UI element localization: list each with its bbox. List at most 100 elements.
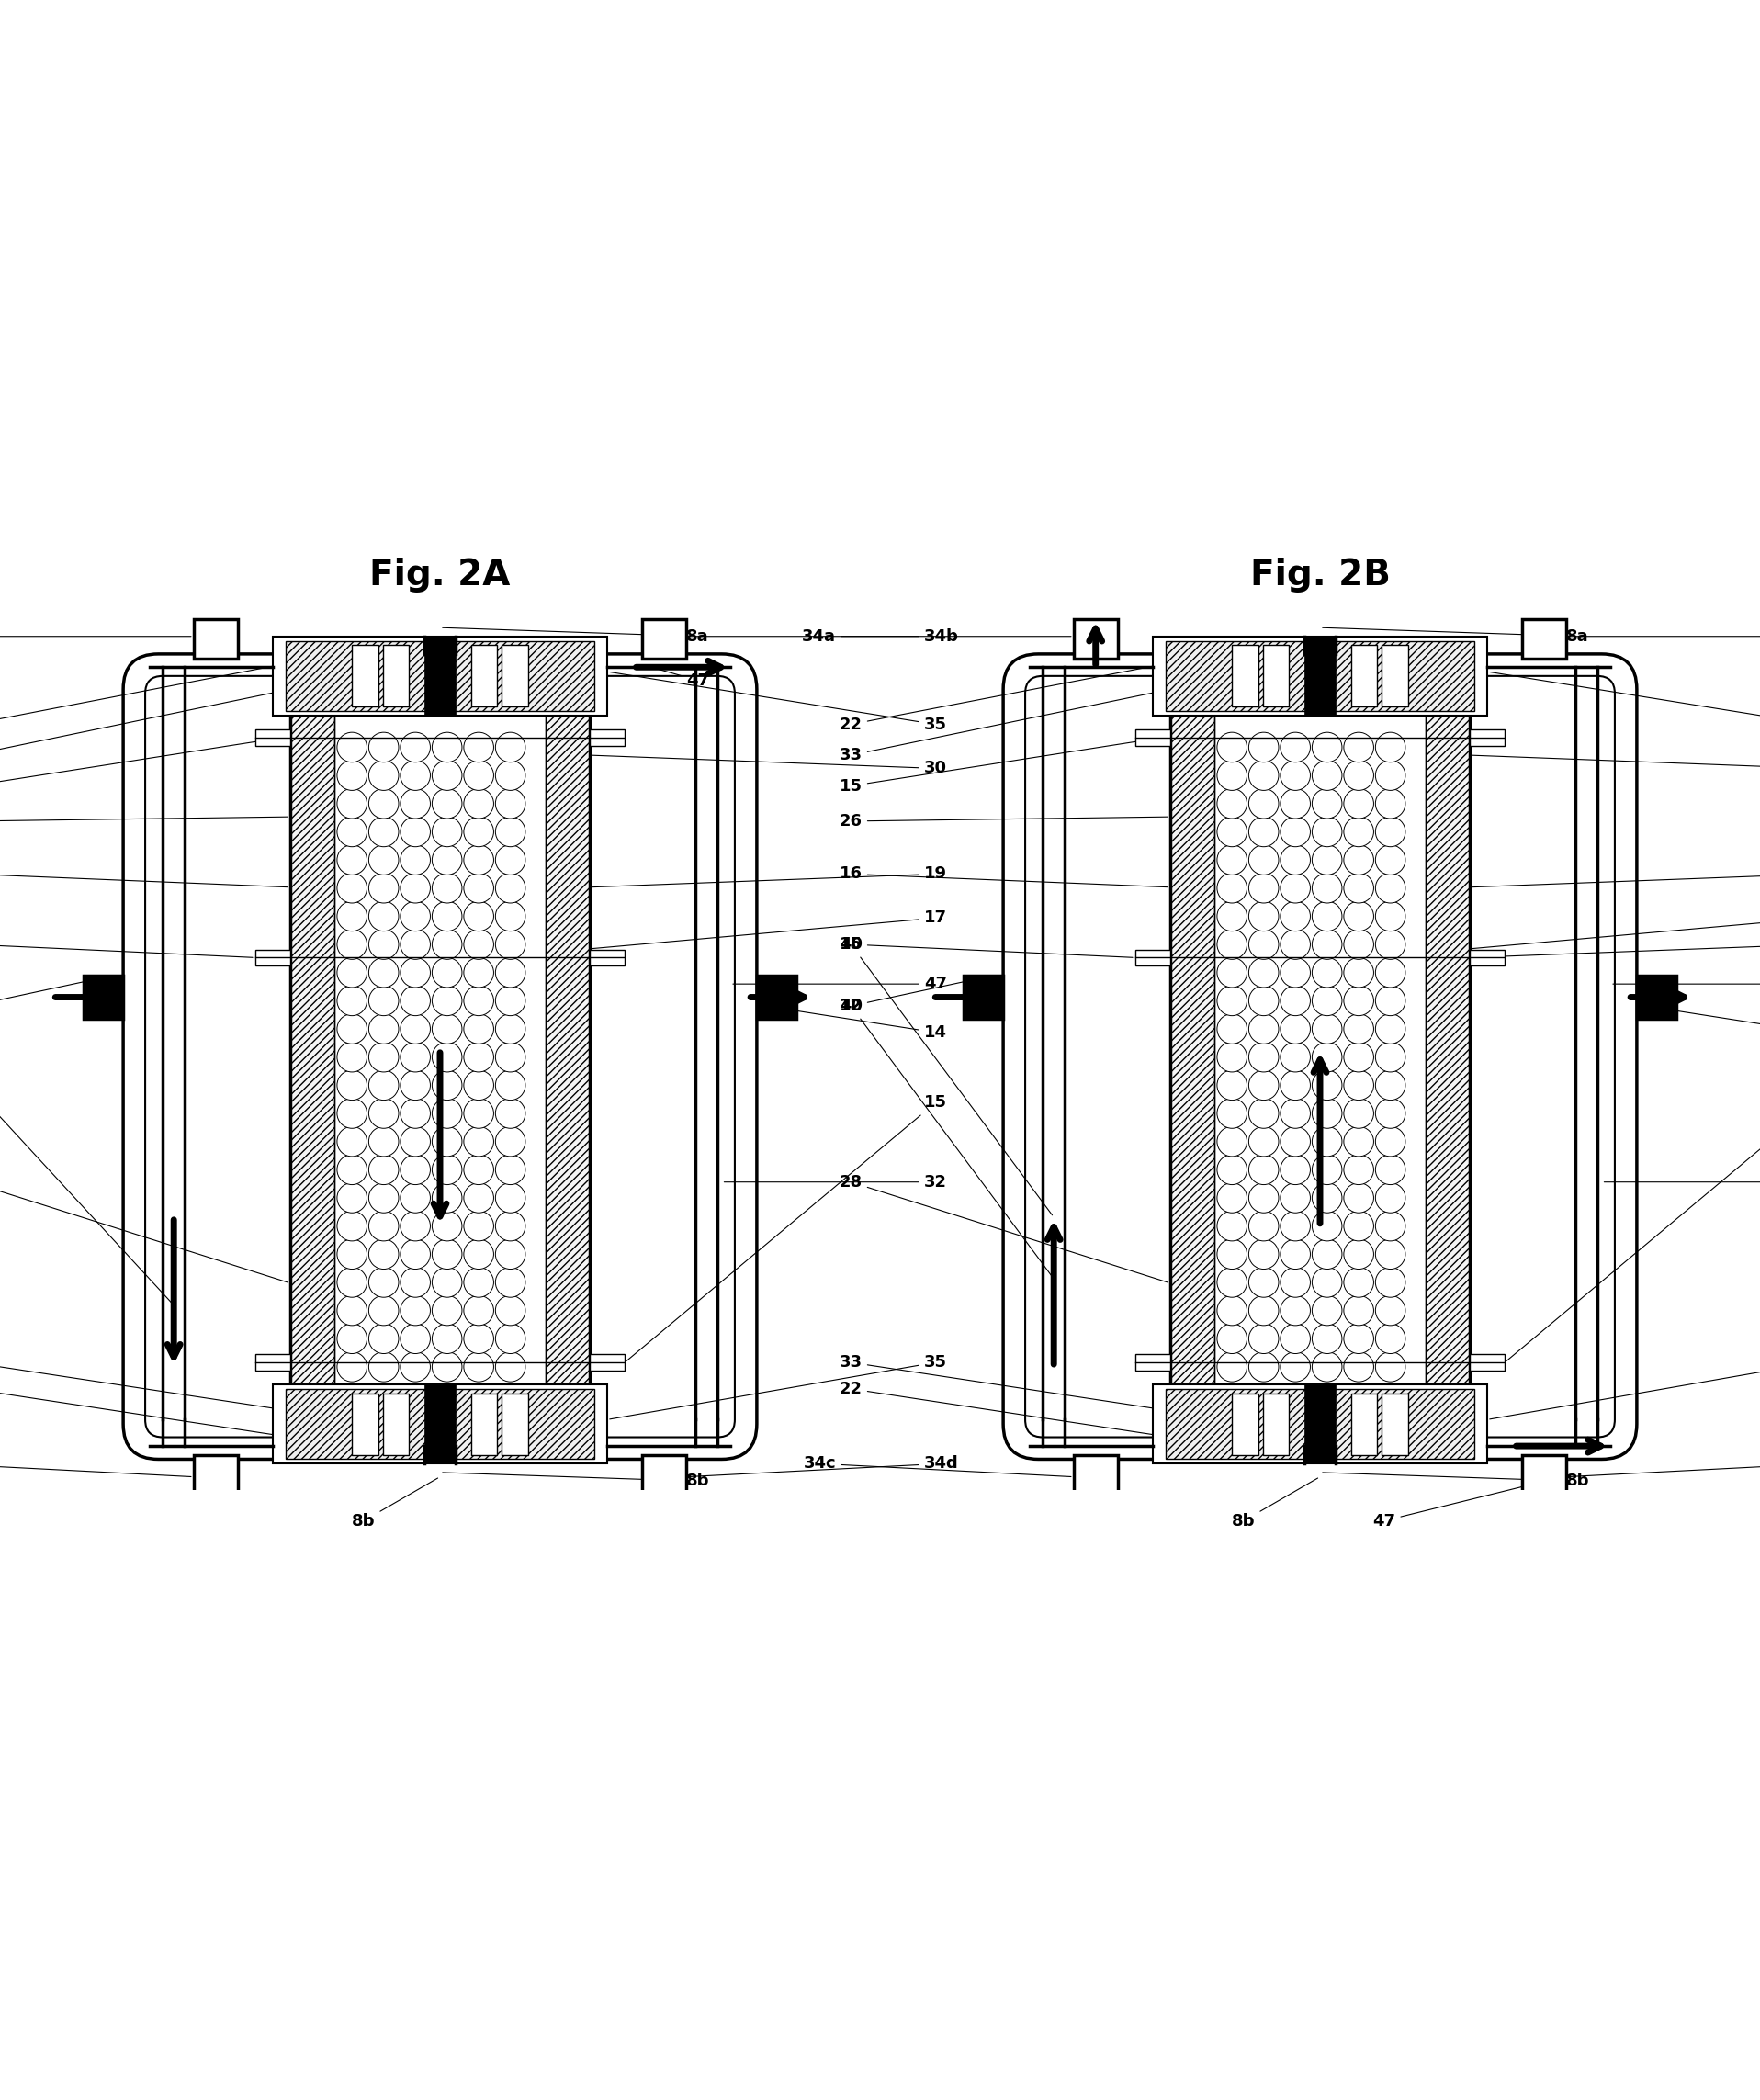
Circle shape: [401, 1296, 429, 1325]
Circle shape: [463, 733, 493, 762]
Circle shape: [336, 1071, 366, 1100]
Circle shape: [370, 1126, 400, 1157]
Bar: [1232, 645, 1258, 708]
Circle shape: [401, 930, 429, 960]
Circle shape: [401, 1352, 429, 1382]
Text: Fig. 2A: Fig. 2A: [370, 556, 510, 592]
Circle shape: [463, 1098, 493, 1128]
Circle shape: [433, 1042, 461, 1071]
Text: 14: 14: [1647, 1006, 1760, 1042]
Circle shape: [336, 958, 366, 987]
Circle shape: [1216, 930, 1246, 960]
Circle shape: [401, 1042, 429, 1071]
Circle shape: [1345, 901, 1373, 930]
Circle shape: [1280, 985, 1309, 1016]
Circle shape: [370, 901, 400, 930]
Bar: [1165, 1388, 1473, 1460]
Circle shape: [496, 1323, 526, 1354]
Bar: [757, 974, 796, 1018]
Circle shape: [1345, 817, 1373, 846]
Bar: [590, 729, 625, 745]
Circle shape: [1216, 874, 1246, 903]
Circle shape: [1280, 1071, 1309, 1100]
Circle shape: [370, 790, 400, 819]
Circle shape: [1311, 1155, 1341, 1184]
Circle shape: [401, 790, 429, 819]
Circle shape: [1376, 790, 1404, 819]
Circle shape: [496, 844, 526, 876]
Circle shape: [1248, 985, 1278, 1016]
FancyBboxPatch shape: [123, 653, 757, 1460]
Circle shape: [433, 1182, 461, 1214]
Bar: [1262, 645, 1288, 708]
Bar: [964, 974, 1003, 1018]
Text: 15: 15: [627, 1094, 947, 1361]
Bar: [642, 1455, 686, 1495]
Bar: [290, 716, 590, 1384]
Text: 35: 35: [1489, 1354, 1760, 1420]
Bar: [1153, 636, 1487, 716]
Circle shape: [401, 985, 429, 1016]
Circle shape: [1311, 958, 1341, 987]
Circle shape: [463, 790, 493, 819]
Text: 8b: 8b: [1232, 1478, 1318, 1529]
Bar: [590, 1354, 625, 1371]
Circle shape: [1248, 930, 1278, 960]
Text: 30: 30: [1471, 756, 1760, 777]
Text: 15: 15: [0, 937, 253, 958]
Bar: [590, 949, 625, 966]
Circle shape: [1248, 1042, 1278, 1071]
Circle shape: [433, 1126, 461, 1157]
Text: 34d: 34d: [1568, 1455, 1760, 1476]
Circle shape: [496, 1155, 526, 1184]
Circle shape: [433, 874, 461, 903]
Bar: [255, 1354, 290, 1371]
Text: 15: 15: [840, 937, 1133, 958]
Circle shape: [1376, 1014, 1404, 1044]
Circle shape: [1280, 844, 1309, 876]
Circle shape: [496, 1014, 526, 1044]
Bar: [384, 645, 408, 708]
Circle shape: [1311, 1239, 1341, 1268]
Text: 17: 17: [591, 909, 947, 949]
Circle shape: [401, 1155, 429, 1184]
Circle shape: [1311, 1352, 1341, 1382]
Circle shape: [370, 930, 400, 960]
Circle shape: [463, 1323, 493, 1354]
Text: 40: 40: [840, 997, 1052, 1277]
Circle shape: [1376, 1296, 1404, 1325]
Circle shape: [463, 1071, 493, 1100]
Bar: [424, 636, 456, 716]
Circle shape: [1280, 1126, 1309, 1157]
Circle shape: [1311, 733, 1341, 762]
Bar: [1135, 1354, 1170, 1371]
Circle shape: [1345, 1042, 1373, 1071]
Bar: [1637, 974, 1676, 1018]
Circle shape: [1376, 1182, 1404, 1214]
Bar: [1165, 640, 1473, 712]
Circle shape: [463, 1268, 493, 1298]
Circle shape: [463, 760, 493, 790]
Text: 34d: 34d: [688, 1455, 959, 1476]
Circle shape: [370, 1155, 400, 1184]
Circle shape: [370, 1268, 400, 1298]
Circle shape: [370, 817, 400, 846]
Text: 15: 15: [0, 737, 280, 794]
Circle shape: [1216, 1268, 1246, 1298]
Circle shape: [401, 1268, 429, 1298]
Bar: [1304, 636, 1336, 716]
Circle shape: [1248, 1212, 1278, 1241]
Text: 47: 47: [1373, 1483, 1542, 1529]
Circle shape: [1248, 1239, 1278, 1268]
Bar: [1352, 645, 1376, 708]
Circle shape: [463, 1182, 493, 1214]
Bar: [1232, 1392, 1258, 1455]
Circle shape: [370, 733, 400, 762]
Circle shape: [336, 901, 366, 930]
Text: 34b: 34b: [688, 628, 959, 645]
Circle shape: [370, 1323, 400, 1354]
Circle shape: [336, 1182, 366, 1214]
Text: 47: 47: [1612, 976, 1760, 993]
Text: 32: 32: [1603, 1174, 1760, 1191]
Text: 35: 35: [609, 1354, 947, 1420]
